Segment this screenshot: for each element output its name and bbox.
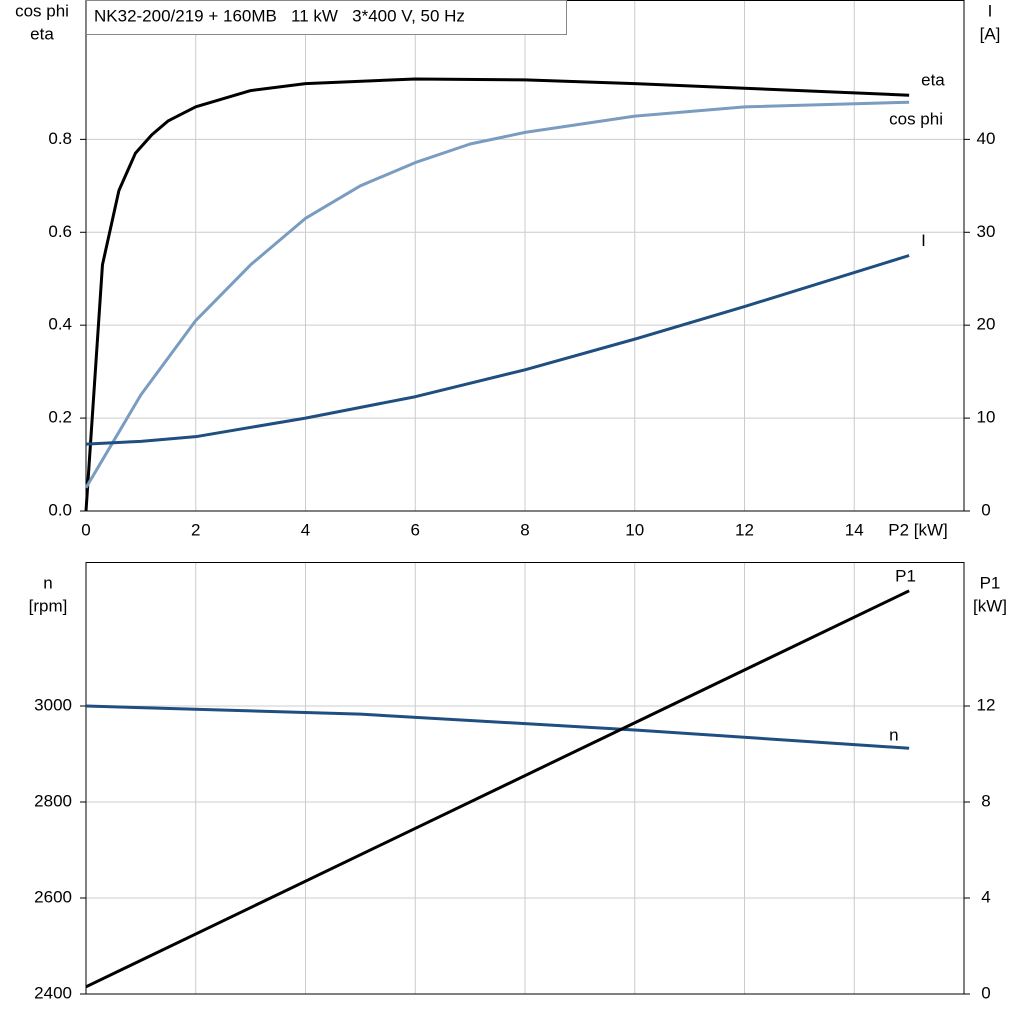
x-tick-label: 0 xyxy=(81,520,90,539)
x-tick-label: 8 xyxy=(520,520,529,539)
y-tick-label: 2600 xyxy=(34,887,72,906)
x-tick-label: 10 xyxy=(625,520,644,539)
series-line xyxy=(84,100,910,489)
y2-axis-label: P1 xyxy=(980,573,1001,592)
y2-axis-label: I xyxy=(988,1,993,20)
y-tick-label: 2400 xyxy=(34,983,72,1002)
x-tick-label: 4 xyxy=(301,520,310,539)
y2-tick-label: 40 xyxy=(977,129,996,148)
series-label: n xyxy=(889,726,898,745)
y2-tick-label: 0 xyxy=(981,500,990,519)
y-axis-label: [rpm] xyxy=(29,596,68,615)
y-tick-label: 0.8 xyxy=(48,129,72,148)
series-label: P1 xyxy=(895,566,916,585)
y2-tick-label: 4 xyxy=(981,887,990,906)
y-tick-label: 0.0 xyxy=(48,500,72,519)
series-line xyxy=(85,704,910,750)
y2-tick-label: 12 xyxy=(977,695,996,714)
y-tick-label: 0.4 xyxy=(48,315,72,334)
y-axis-label: cos phi xyxy=(15,1,69,20)
y-tick-label: 0.2 xyxy=(48,408,72,427)
y2-tick-label: 10 xyxy=(977,408,996,427)
plot-frame xyxy=(85,562,965,995)
x-tick-label: 14 xyxy=(845,520,864,539)
chart-title: NK32-200/219 + 160MB 11 kW 3*400 V, 50 H… xyxy=(94,6,465,25)
y2-axis-label: [kW] xyxy=(973,596,1007,615)
series-label: I xyxy=(921,231,926,250)
y-axis-label: eta xyxy=(30,24,54,43)
y2-tick-label: 0 xyxy=(981,983,990,1002)
series-label: eta xyxy=(921,71,945,90)
x-tick-label: 2 xyxy=(191,520,200,539)
y-tick-label: 3000 xyxy=(34,695,72,714)
series-line xyxy=(85,589,910,989)
y2-tick-label: 20 xyxy=(977,315,996,334)
x-axis-label: P2 [kW] xyxy=(888,520,948,539)
y-tick-label: 0.6 xyxy=(48,222,72,241)
y-tick-label: 2800 xyxy=(34,791,72,810)
x-tick-label: 12 xyxy=(735,520,754,539)
series-line xyxy=(85,254,910,446)
series-label: cos phi xyxy=(889,110,943,129)
y-axis-label: n xyxy=(43,573,52,592)
y2-tick-label: 8 xyxy=(981,791,990,810)
y2-tick-label: 30 xyxy=(977,222,996,241)
series-line xyxy=(84,77,910,512)
title-box xyxy=(86,0,567,35)
y2-axis-label: [A] xyxy=(980,24,1001,43)
x-tick-label: 6 xyxy=(411,520,420,539)
